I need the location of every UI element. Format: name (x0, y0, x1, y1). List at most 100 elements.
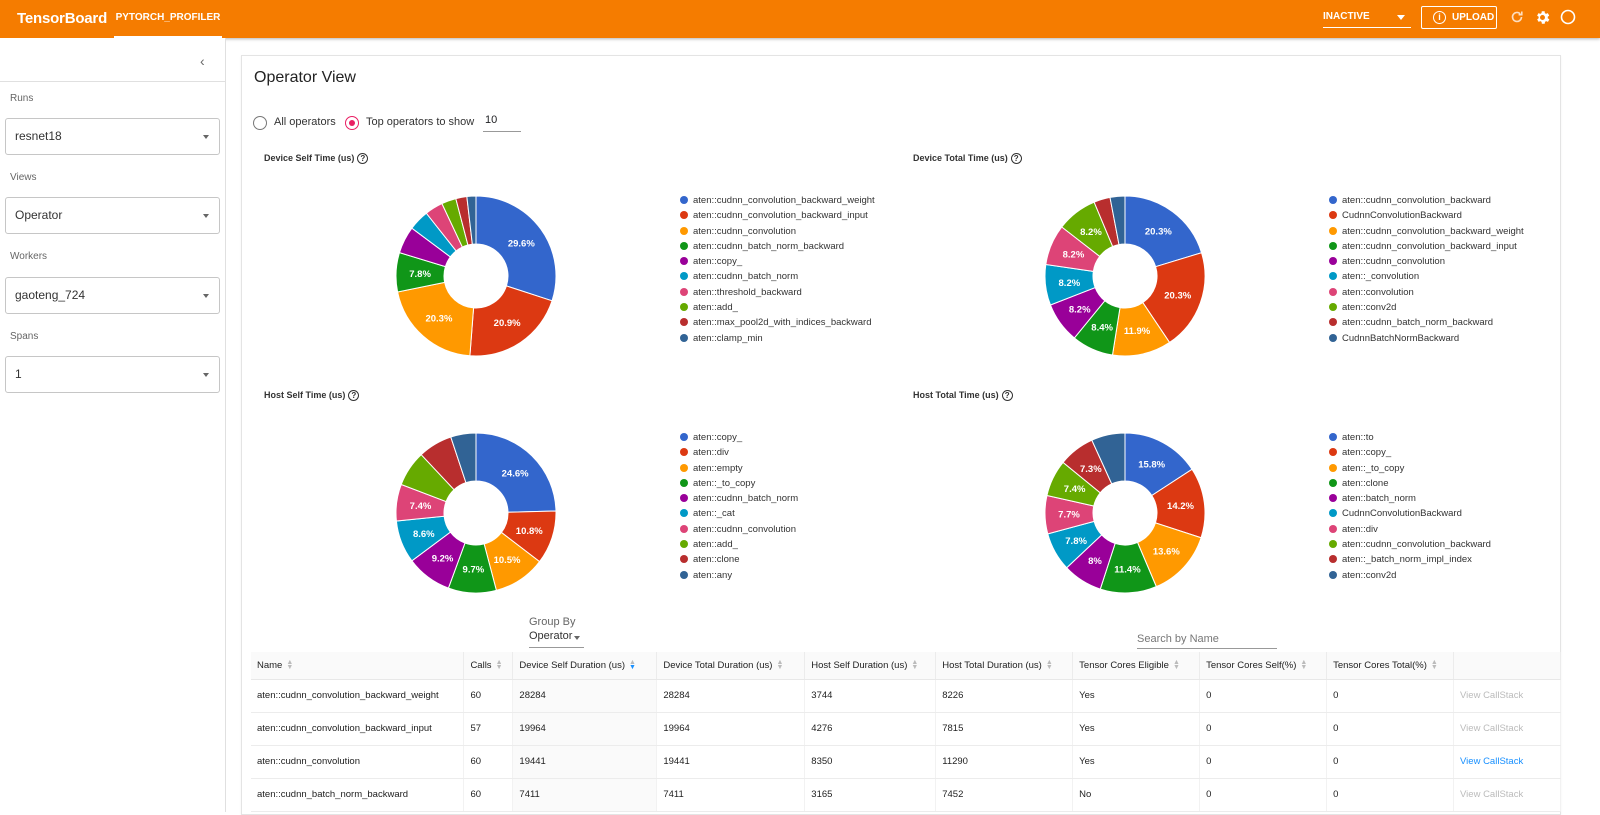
plugin-status-select[interactable]: INACTIVE (1323, 8, 1411, 28)
column-header[interactable]: Tensor Cores Self(%) ▲ ▼ (1199, 652, 1328, 680)
legend-item[interactable]: aten::clamp_min (680, 331, 875, 346)
legend-item[interactable]: aten::conv2d (1329, 568, 1491, 583)
all-operators-radio[interactable] (253, 116, 267, 130)
pie-slice[interactable] (450, 433, 477, 484)
column-header[interactable]: Tensor Cores Total(%) ▲ ▼ (1326, 652, 1455, 680)
legend-item[interactable]: aten::any (680, 568, 798, 583)
pie-slice[interactable] (1124, 196, 1203, 268)
legend-item[interactable]: aten::cudnn_convolution (680, 224, 875, 239)
refresh-icon[interactable] (1509, 9, 1525, 25)
legend-item[interactable]: aten::cudnn_batch_norm_backward (680, 239, 875, 254)
column-header[interactable]: Host Self Duration (us) ▲ ▼ (804, 652, 937, 680)
legend-item[interactable]: aten::cudnn_convolution (1329, 254, 1524, 269)
legend-item[interactable]: aten::convolution (1329, 285, 1524, 300)
legend-item[interactable]: aten::cudnn_batch_norm (680, 269, 875, 284)
legend-item[interactable]: aten::_convolution (1329, 269, 1524, 284)
pie-slice[interactable] (469, 285, 553, 356)
settings-gear-icon[interactable] (1534, 9, 1551, 26)
legend-item[interactable]: aten::cudnn_convolution_backward_weight (1329, 224, 1524, 239)
legend-item[interactable]: aten::cudnn_batch_norm_backward (1329, 315, 1524, 330)
collapse-sidebar-chevron-left-icon[interactable]: ‹ (200, 53, 205, 69)
column-header[interactable]: Name ▲ ▼ (251, 652, 465, 680)
legend-item[interactable]: aten::cudnn_batch_norm (680, 491, 798, 506)
pie-slice[interactable] (475, 433, 556, 513)
column-header[interactable]: Calls ▲ ▼ (463, 652, 514, 680)
upload-button[interactable]: i UPLOAD (1421, 6, 1497, 29)
legend-item[interactable]: aten::copy_ (680, 254, 875, 269)
legend-item[interactable]: aten::div (1329, 522, 1491, 537)
legend-label: aten::cudnn_convolution (693, 523, 796, 535)
pie-slice[interactable] (1109, 196, 1126, 246)
legend-item[interactable]: aten::div (680, 445, 798, 460)
view-callstack-link[interactable]: View CallStack (1460, 756, 1524, 767)
help-question-icon[interactable]: ? (1010, 153, 1022, 165)
legend-item[interactable]: aten::_batch_norm_impl_index (1329, 552, 1491, 567)
runs-select[interactable]: resnet18 (5, 118, 220, 155)
workers-select[interactable]: gaoteng_724 (5, 277, 220, 314)
search-by-name-input[interactable] (1137, 629, 1277, 649)
legend-item[interactable]: aten::cudnn_convolution_backward (1329, 193, 1524, 208)
all-operators-label[interactable]: All operators (274, 116, 336, 128)
legend-item[interactable]: CudnnConvolutionBackward (1329, 208, 1524, 223)
sort-icon[interactable]: ▲ ▼ (629, 659, 636, 672)
sort-icon[interactable]: ▲ ▼ (776, 659, 784, 672)
pie-slice[interactable] (1091, 433, 1126, 485)
legend-item[interactable]: aten::threshold_backward (680, 285, 875, 300)
help-question-icon[interactable]: ? (357, 153, 369, 165)
sort-icon[interactable]: ▲ ▼ (911, 659, 919, 672)
sort-icon[interactable]: ▲ ▼ (1172, 659, 1180, 672)
legend-item[interactable]: aten::_to_copy (680, 476, 798, 491)
legend-swatch (1329, 540, 1337, 549)
sort-icon[interactable]: ▲ ▼ (1045, 659, 1053, 672)
legend-item[interactable]: aten::batch_norm (1329, 491, 1491, 506)
legend-item[interactable]: aten::to (1329, 430, 1491, 445)
legend-item[interactable]: aten::empty (680, 461, 798, 476)
legend-label: CudnnConvolutionBackward (1342, 210, 1462, 222)
chevron-down-icon (574, 636, 580, 640)
legend-item[interactable]: aten::cudnn_convolution_backward (1329, 537, 1491, 552)
column-header[interactable]: Tensor Cores Eligible ▲ ▼ (1072, 652, 1201, 680)
legend-item[interactable]: CudnnBatchNormBackward (1329, 331, 1524, 346)
legend-item[interactable]: aten::max_pool2d_with_indices_backward (680, 315, 875, 330)
table-cell: 7815 (935, 712, 1074, 746)
legend-item[interactable]: aten::cudnn_convolution (680, 522, 798, 537)
top-operators-label[interactable]: Top operators to show (366, 116, 475, 128)
legend-item[interactable]: CudnnConvolutionBackward (1329, 506, 1491, 521)
legend-item[interactable]: aten::copy_ (1329, 445, 1491, 460)
views-select[interactable]: Operator (5, 197, 220, 234)
group-by-select[interactable]: Operator (529, 630, 584, 648)
column-header[interactable]: Host Total Duration (us) ▲ ▼ (935, 652, 1074, 680)
sort-icon[interactable]: ▲ ▼ (1300, 659, 1308, 672)
legend-item[interactable]: aten::clone (1329, 476, 1491, 491)
chevron-down-icon (203, 214, 209, 218)
top-n-input[interactable]: 10 (483, 114, 521, 132)
sort-icon[interactable]: ▲ ▼ (495, 659, 503, 672)
column-header[interactable]: Device Total Duration (us) ▲ ▼ (656, 652, 806, 680)
pie-slice[interactable] (1142, 252, 1205, 344)
tab-pytorch-profiler[interactable]: PYTORCH_PROFILER (114, 0, 222, 38)
legend-item[interactable]: aten::copy_ (680, 430, 798, 445)
legend-item[interactable]: aten::_to_copy (1329, 461, 1491, 476)
legend-item[interactable]: aten::clone (680, 552, 798, 567)
legend-item[interactable]: aten::conv2d (1329, 300, 1524, 315)
sort-icon[interactable]: ▲ ▼ (1430, 659, 1438, 672)
column-header[interactable]: Device Self Duration (us) ▲ ▼ (512, 652, 658, 680)
sort-icon[interactable]: ▲ ▼ (286, 659, 294, 672)
help-icon[interactable] (1560, 9, 1576, 25)
legend-item[interactable]: aten::cudnn_convolution_backward_input (1329, 239, 1524, 254)
legend-item[interactable]: aten::cudnn_convolution_backward_weight (680, 193, 875, 208)
help-question-icon[interactable]: ? (348, 390, 360, 402)
spans-select[interactable]: 1 (5, 356, 220, 393)
help-question-icon[interactable]: ? (1001, 390, 1013, 402)
legend-item[interactable]: aten::cudnn_convolution_backward_input (680, 208, 875, 223)
pie-slice[interactable] (475, 196, 556, 302)
legend-item[interactable]: aten::add_ (680, 300, 875, 315)
pie-data-label: 7.4% (410, 501, 432, 512)
app-brand: TensorBoard (17, 10, 108, 27)
legend-item[interactable]: aten::_cat (680, 506, 798, 521)
legend-item[interactable]: aten::add_ (680, 537, 798, 552)
table-cell: 8226 (935, 679, 1074, 713)
top-operators-radio[interactable] (345, 116, 359, 130)
pie-slice[interactable] (397, 281, 475, 356)
pie-slice[interactable] (466, 196, 477, 245)
